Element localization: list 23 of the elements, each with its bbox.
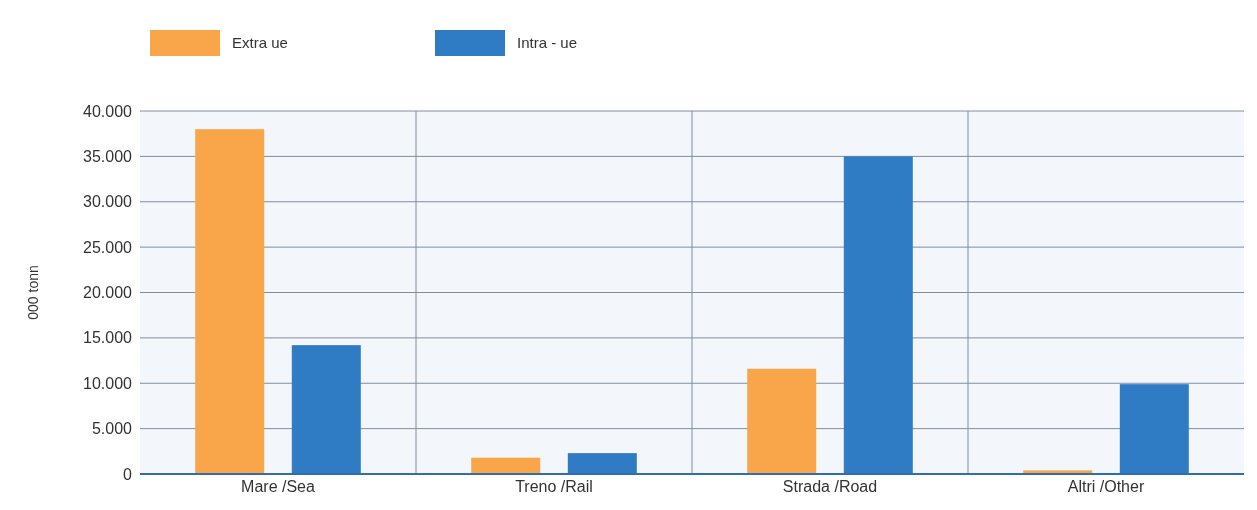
x-tick-label: Altri /Other [1067,478,1145,495]
x-tick-label: Mare /Sea [241,478,316,495]
bar [843,156,913,474]
y-tick-label: 10.000 [83,374,133,392]
x-tick-label: Treno /Rail [515,478,593,495]
x-tick-label: Strada /Road [782,478,878,495]
legend-label: Intra - ue [517,34,578,52]
y-tick-label: 25.000 [83,238,133,256]
y-tick-label: 30.000 [83,193,133,211]
bar [291,345,361,474]
y-tick-label: 35.000 [83,147,133,165]
bar [1119,384,1189,474]
bar [747,368,817,474]
bar [567,453,637,474]
y-tick-label: 0 [123,465,133,483]
y-tick-label: 20.000 [83,284,133,302]
legend-label: Extra ue [232,34,288,52]
bar [195,129,265,474]
y-tick-label: 15.000 [83,329,133,347]
y-tick-label: 40.000 [83,102,133,120]
y-tick-label: 5.000 [91,420,133,438]
bar [471,457,541,474]
y-axis-title: 000 tonn [25,265,41,320]
